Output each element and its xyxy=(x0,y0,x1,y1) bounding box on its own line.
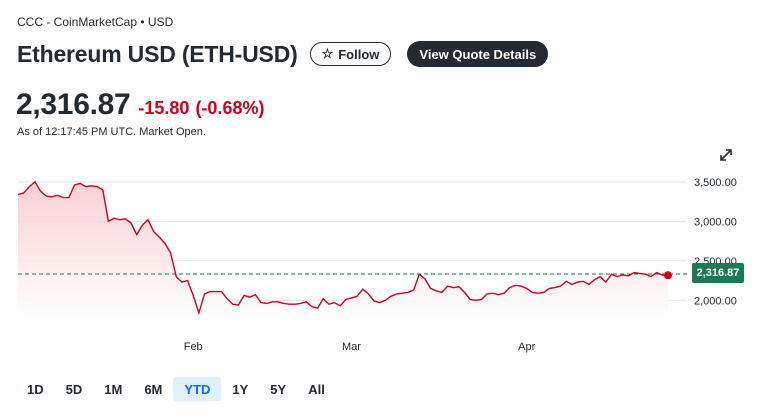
range-6m[interactable]: 6M xyxy=(144,381,163,397)
y-tick-label: 2,000.00 xyxy=(694,295,737,307)
range-5d[interactable]: 5D xyxy=(65,381,83,397)
source-line: CCC - CoinMarketCap • USD xyxy=(17,15,174,29)
star-icon: ☆ xyxy=(321,46,334,61)
x-tick-label: Mar xyxy=(342,341,361,353)
follow-button[interactable]: ☆ Follow xyxy=(309,42,392,66)
page-title: Ethereum USD (ETH-USD) xyxy=(17,40,298,67)
range-1d[interactable]: 1D xyxy=(27,381,44,397)
price-area-fill xyxy=(18,181,668,320)
price-change: -15.80 xyxy=(138,98,190,118)
as-of-timestamp: As of 12:17:45 PM UTC. Market Open. xyxy=(17,126,206,138)
range-1m[interactable]: 1M xyxy=(104,381,123,397)
price-line xyxy=(17,180,669,316)
range-ytd[interactable]: YTD xyxy=(173,377,222,401)
current-price: 2,316.87 xyxy=(16,88,131,121)
title-row: Ethereum USD (ETH-USD) ☆ Follow View Quo… xyxy=(17,40,549,67)
expand-arrows-icon[interactable] xyxy=(718,147,734,163)
follow-label: Follow xyxy=(338,46,380,62)
view-quote-details-button[interactable]: View Quote Details xyxy=(407,41,549,67)
range-all[interactable]: All xyxy=(308,381,325,397)
price-row: 2,316.87 -15.80 (-0.68%) xyxy=(16,88,264,122)
range-1y[interactable]: 1Y xyxy=(232,381,249,397)
price-change-percent: (-0.68%) xyxy=(195,98,265,118)
current-price-tag: 2,316.87 xyxy=(692,263,744,283)
x-tick-label: Apr xyxy=(518,341,535,353)
range-5y[interactable]: 5Y xyxy=(270,381,287,397)
x-tick-label: Feb xyxy=(184,341,203,353)
price-chart[interactable]: 3,500.003,000.002,500.002,000.00 Feb Mar A… xyxy=(0,170,766,370)
time-range-selector: 1D 5D 1M 6M YTD 1Y 5Y All xyxy=(16,377,336,401)
y-tick-label: 3,500.00 xyxy=(694,177,737,189)
y-tick-label: 3,000.00 xyxy=(694,216,737,228)
current-price-dot xyxy=(664,271,672,280)
